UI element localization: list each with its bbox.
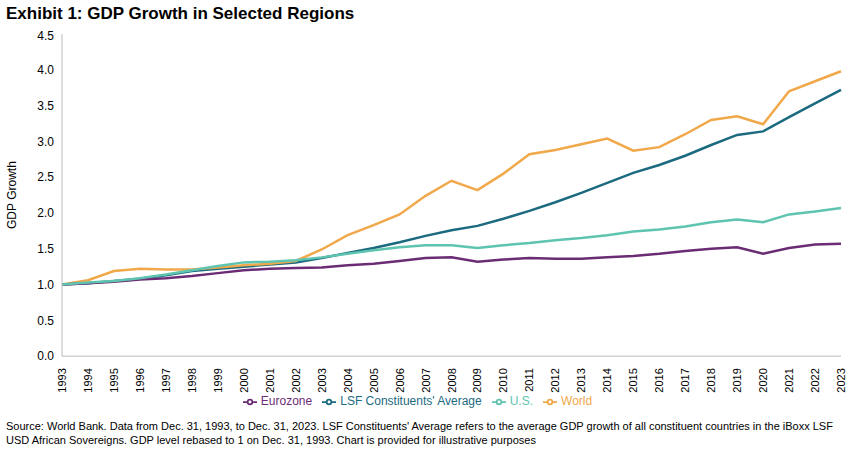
svg-text:2008: 2008 (446, 368, 458, 392)
svg-text:0.0: 0.0 (37, 349, 54, 363)
svg-text:1.0: 1.0 (37, 278, 54, 292)
svg-text:0.5: 0.5 (37, 314, 54, 328)
svg-text:1996: 1996 (134, 368, 146, 392)
html-text:LSF Constituents' Average: LSF Constituents' Average (340, 394, 482, 409)
svg-text:1999: 1999 (212, 368, 224, 392)
svg-text:2002: 2002 (290, 368, 302, 392)
svg-text:2000: 2000 (238, 368, 250, 392)
svg-text:4.0: 4.0 (37, 63, 54, 77)
svg-text:2022: 2022 (809, 368, 821, 392)
svg-text:2019: 2019 (731, 368, 743, 392)
svg-text:2.5: 2.5 (37, 170, 54, 184)
svg-text:2009: 2009 (471, 368, 483, 392)
svg-text:1993: 1993 (56, 368, 68, 392)
svg-text:2015: 2015 (627, 368, 639, 392)
html-text:Eurozone: Eurozone (260, 394, 313, 409)
svg-text:2007: 2007 (420, 368, 432, 392)
svg-text:2017: 2017 (679, 368, 691, 392)
svg-text:GDP Growth: GDP Growth (8, 161, 19, 229)
svg-text:2013: 2013 (575, 368, 587, 392)
svg-text:2001: 2001 (264, 368, 276, 392)
svg-text:1.5: 1.5 (37, 242, 54, 256)
svg-text:1998: 1998 (186, 368, 198, 392)
svg-text:2004: 2004 (342, 368, 354, 392)
svg-text:2014: 2014 (601, 368, 613, 392)
html-text:U.S.: U.S. (509, 394, 533, 409)
svg-text:2020: 2020 (757, 368, 769, 392)
svg-text:2016: 2016 (653, 368, 665, 392)
svg-text:1997: 1997 (160, 368, 172, 392)
html-text:Exhibit 1: GDP Growth in Selec: Exhibit 1: GDP Growth in Selected Region… (6, 4, 355, 23)
svg-text:4.5: 4.5 (37, 29, 54, 43)
svg-text:1994: 1994 (82, 368, 94, 392)
svg-text:2018: 2018 (705, 368, 717, 392)
svg-text:2012: 2012 (549, 368, 561, 392)
html-text:World: World (561, 394, 593, 409)
svg-text:1995: 1995 (108, 368, 120, 392)
svg-text:2021: 2021 (783, 368, 795, 392)
svg-text:2023: 2023 (835, 368, 847, 392)
svg-text:2010: 2010 (497, 368, 509, 392)
html-text:Source: World Bank. Data from: Source: World Bank. Data from Dec. 31, 1… (6, 420, 833, 446)
svg-text:2005: 2005 (368, 368, 380, 392)
svg-text:3.5: 3.5 (37, 99, 54, 113)
svg-text:2011: 2011 (523, 368, 535, 392)
svg-text:2.0: 2.0 (37, 206, 54, 220)
svg-text:2003: 2003 (316, 368, 328, 392)
svg-text:3.0: 3.0 (37, 135, 54, 149)
svg-text:2006: 2006 (394, 368, 406, 392)
